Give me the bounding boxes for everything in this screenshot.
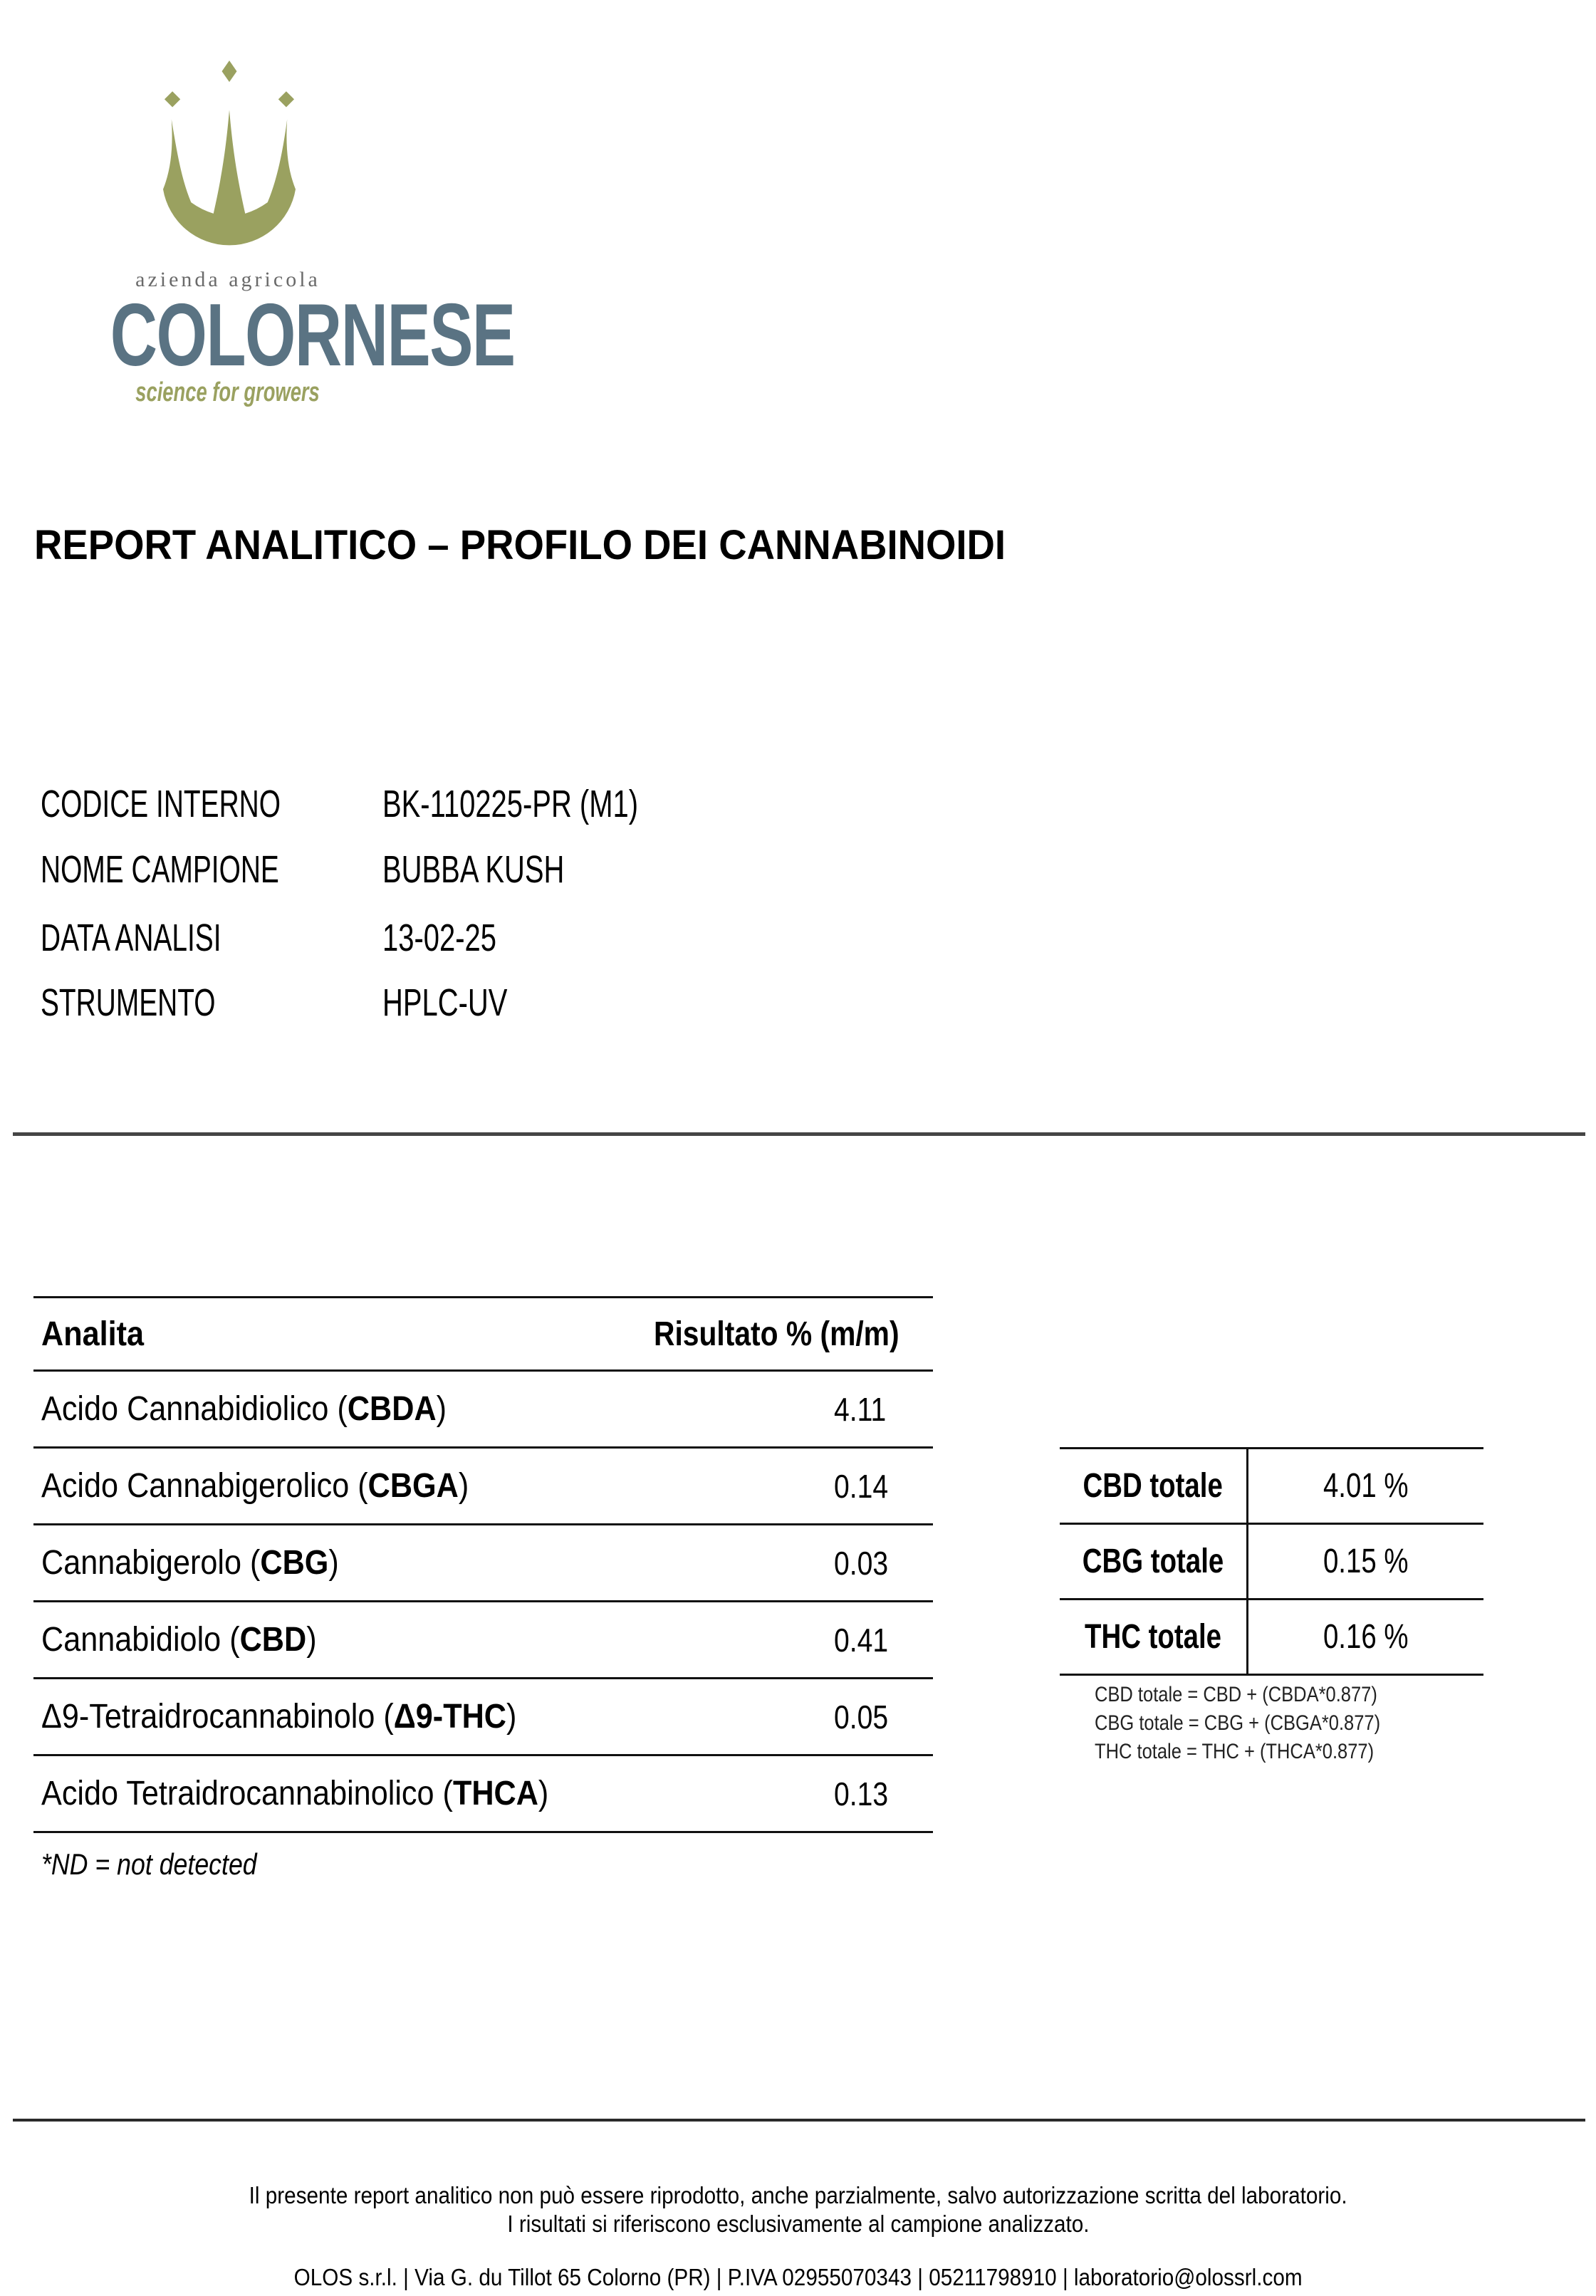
table-row: Acido Cannabigerolico (CBGA) 0.14 — [33, 1449, 933, 1525]
info-value: HPLC-UV — [382, 981, 508, 1024]
header-analyte: Analita — [41, 1315, 145, 1353]
totals-value: 0.16 % — [1323, 1618, 1409, 1656]
nd-footnote: *ND = not detected — [41, 1847, 257, 1881]
result-value: 0.13 — [834, 1775, 889, 1812]
analyte-label: Acido Cannabidiolico (CBDA) — [41, 1390, 447, 1428]
totals-value: 0.15 % — [1323, 1543, 1409, 1580]
results-header-row: Analita Risultato % (m/m) — [33, 1298, 933, 1372]
info-value: BK-110225-PR (M1) — [382, 783, 639, 825]
footer-disclaimer-2: I risultati si riferiscono esclusivament… — [506, 2211, 1090, 2237]
info-row: STRUMENTO HPLC-UV — [0, 983, 1596, 1026]
totals-row: THC totale 0.16 % — [1060, 1600, 1483, 1676]
info-value: 13-02-25 — [382, 917, 496, 959]
info-label: DATA ANALISI — [41, 917, 221, 959]
logo-wordmark-label: COLORNESE — [110, 286, 516, 385]
header-result: Risultato % (m/m) — [654, 1315, 899, 1353]
logo-tagline-label: science for growers — [135, 377, 320, 407]
footer-contact: OLOS s.r.l. | Via G. du Tillot 65 Colorn… — [293, 2264, 1303, 2290]
result-value: 0.03 — [834, 1544, 889, 1582]
logo-top-text: azienda agricola — [39, 269, 417, 291]
table-row: Acido Tetraidrocannabinolico (THCA) 0.13 — [33, 1756, 933, 1833]
totals-label: CBD totale — [1060, 1449, 1248, 1523]
page-title: REPORT ANALITICO – PROFILO DEI CANNABINO… — [34, 525, 1068, 566]
info-label: NOME CAMPIONE — [41, 848, 279, 891]
result-value: 0.05 — [834, 1698, 889, 1736]
page-title-label: REPORT ANALITICO – PROFILO DEI CANNABINO… — [34, 522, 1006, 568]
crown-icon — [162, 61, 296, 246]
analyte-acronym: CBD — [239, 1621, 307, 1659]
totals-row: CBD totale 4.01 % — [1060, 1449, 1483, 1525]
analyte-label: Δ9-Tetraidrocannabinolo (Δ9-THC) — [41, 1698, 517, 1736]
section-divider — [13, 1132, 1585, 1136]
totals-formulas: CBD totale = CBD + (CBDA*0.877) CBG tota… — [1095, 1681, 1431, 1766]
analyte-acronym: Δ9-THC — [393, 1698, 506, 1736]
info-label: STRUMENTO — [41, 981, 216, 1024]
totals-label: CBG totale — [1060, 1525, 1248, 1598]
logo-tagline: science for growers — [39, 379, 417, 406]
formula-line: THC totale = THC + (THCA*0.877) — [1095, 1740, 1375, 1763]
analyte-label: Cannabidiolo (CBD) — [41, 1621, 317, 1659]
totals-label: THC totale — [1060, 1600, 1248, 1674]
analyte-label: Cannabigerolo (CBG) — [41, 1544, 339, 1582]
results-table: Analita Risultato % (m/m) Acido Cannabid… — [33, 1296, 933, 1833]
table-row: Acido Cannabidiolico (CBDA) 4.11 — [33, 1372, 933, 1449]
totals-table: CBD totale 4.01 % CBG totale 0.15 % THC … — [1060, 1447, 1483, 1676]
analyte-label: Acido Tetraidrocannabinolico (THCA) — [41, 1775, 549, 1812]
logo-top-text-label: azienda agricola — [135, 268, 320, 291]
footer-disclaimer-1: Il presente report analitico non può ess… — [249, 2182, 1347, 2208]
table-row: Cannabidiolo (CBD) 0.41 — [33, 1602, 933, 1679]
result-value: 4.11 — [834, 1390, 887, 1428]
formula-line: CBD totale = CBD + (CBDA*0.877) — [1095, 1683, 1377, 1706]
totals-value: 4.01 % — [1323, 1467, 1409, 1505]
table-row: Δ9-Tetraidrocannabinolo (Δ9-THC) 0.05 — [33, 1679, 933, 1756]
info-value: BUBBA KUSH — [382, 848, 565, 891]
analyte-label: Acido Cannabigerolico (CBGA) — [41, 1467, 469, 1505]
info-label: CODICE INTERNO — [41, 783, 281, 825]
info-row: CODICE INTERNO BK-110225-PR (M1) — [0, 785, 1596, 828]
info-row: DATA ANALISI 13-02-25 — [0, 919, 1596, 961]
analyte-acronym: CBGA — [367, 1467, 459, 1505]
analyte-acronym: THCA — [452, 1775, 538, 1812]
analyte-acronym: CBG — [260, 1544, 329, 1582]
colornese-logo: azienda agricola COLORNESE science for g… — [39, 61, 516, 417]
info-row: NOME CAMPIONE BUBBA KUSH — [0, 850, 1596, 893]
result-value: 0.14 — [834, 1467, 889, 1505]
footer-divider — [13, 2119, 1585, 2122]
result-value: 0.41 — [834, 1621, 889, 1659]
logo-wordmark: COLORNESE — [39, 291, 516, 380]
analyte-acronym: CBDA — [347, 1390, 437, 1428]
formula-line: CBG totale = CBG + (CBGA*0.877) — [1095, 1711, 1381, 1735]
totals-row: CBG totale 0.15 % — [1060, 1525, 1483, 1600]
table-row: Cannabigerolo (CBG) 0.03 — [33, 1525, 933, 1602]
